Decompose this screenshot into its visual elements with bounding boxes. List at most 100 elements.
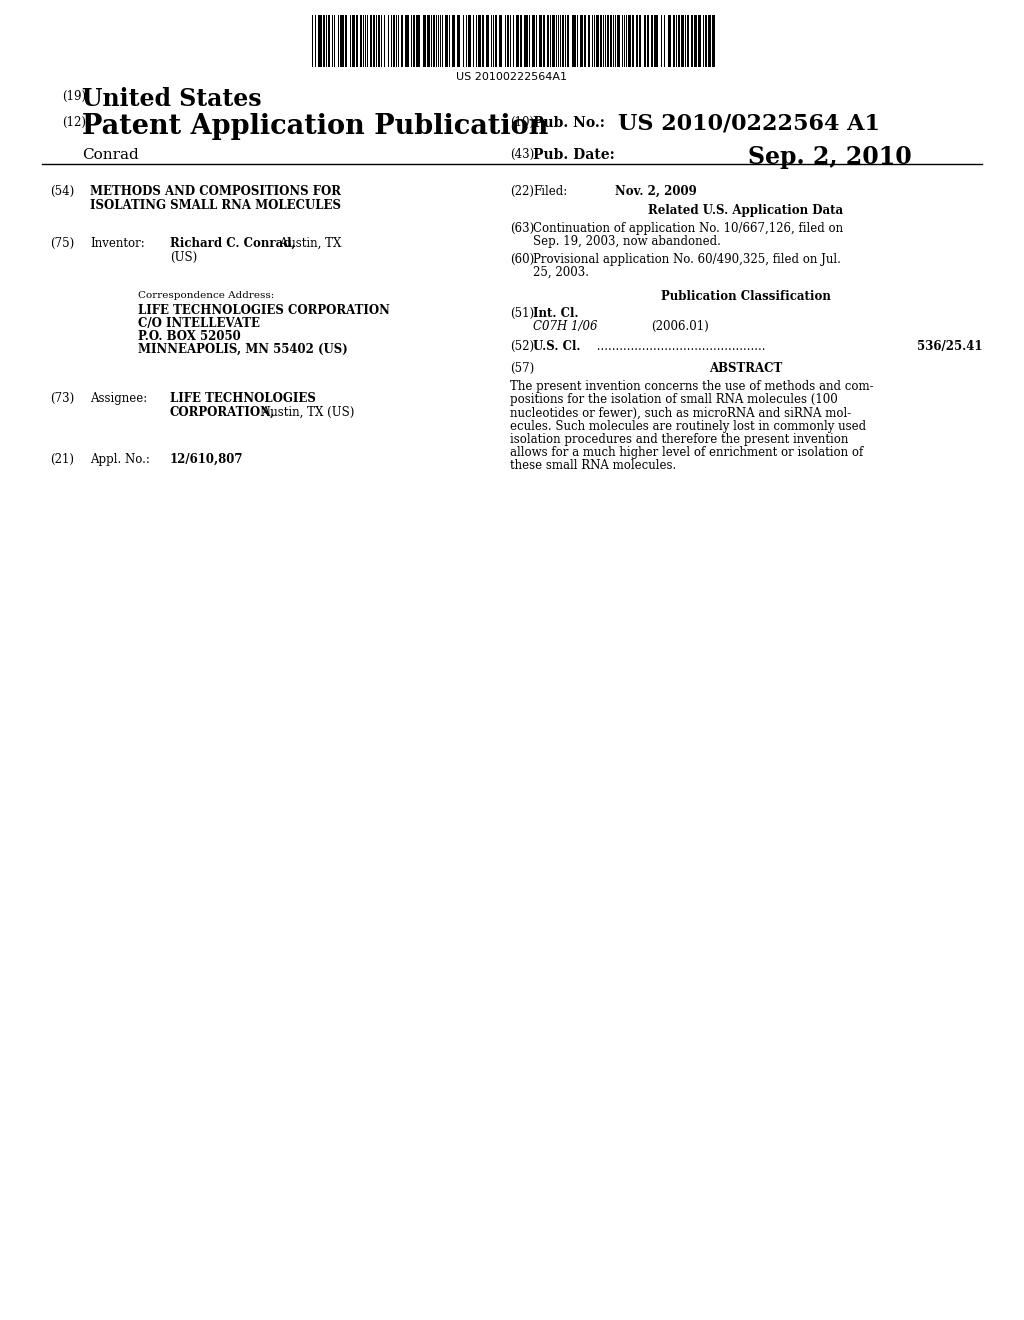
Bar bbox=[482, 15, 484, 67]
Text: (63): (63) bbox=[510, 222, 535, 235]
Bar bbox=[452, 15, 455, 67]
Text: allows for a much higher level of enrichment or isolation of: allows for a much higher level of enrich… bbox=[510, 446, 863, 459]
Text: positions for the isolation of small RNA molecules (100: positions for the isolation of small RNA… bbox=[510, 393, 838, 407]
Text: Nov. 2, 2009: Nov. 2, 2009 bbox=[615, 185, 696, 198]
Text: (60): (60) bbox=[510, 253, 535, 267]
Text: (2006.01): (2006.01) bbox=[651, 319, 709, 333]
Bar bbox=[617, 15, 620, 67]
Bar bbox=[360, 15, 362, 67]
Bar bbox=[705, 15, 707, 67]
Text: LIFE TECHNOLOGIES CORPORATION: LIFE TECHNOLOGIES CORPORATION bbox=[138, 304, 390, 317]
Text: (73): (73) bbox=[50, 392, 75, 405]
Bar bbox=[328, 15, 330, 67]
Bar bbox=[356, 15, 358, 67]
Text: ABSTRACT: ABSTRACT bbox=[710, 362, 782, 375]
Text: LIFE TECHNOLOGIES: LIFE TECHNOLOGIES bbox=[170, 392, 315, 405]
Bar bbox=[632, 15, 634, 67]
Bar bbox=[427, 15, 430, 67]
Text: United States: United States bbox=[82, 87, 261, 111]
Bar bbox=[423, 15, 426, 67]
Bar bbox=[516, 15, 519, 67]
Bar bbox=[691, 15, 693, 67]
Bar bbox=[401, 15, 403, 67]
Bar bbox=[520, 15, 522, 67]
Text: Conrad: Conrad bbox=[82, 148, 138, 162]
Bar bbox=[370, 15, 372, 67]
Bar bbox=[654, 15, 658, 67]
Text: Publication Classification: Publication Classification bbox=[662, 290, 830, 304]
Text: P.O. BOX 52050: P.O. BOX 52050 bbox=[138, 330, 241, 343]
Text: (51): (51) bbox=[510, 308, 535, 319]
Bar bbox=[681, 15, 684, 67]
Bar bbox=[445, 15, 449, 67]
Text: The present invention concerns the use of methods and com-: The present invention concerns the use o… bbox=[510, 380, 873, 393]
Bar bbox=[499, 15, 502, 67]
Bar bbox=[406, 15, 409, 67]
Bar bbox=[352, 15, 355, 67]
Text: Filed:: Filed: bbox=[534, 185, 567, 198]
Text: US 20100222564A1: US 20100222564A1 bbox=[457, 73, 567, 82]
Bar bbox=[478, 15, 481, 67]
Bar bbox=[318, 15, 322, 67]
Text: U.S. Cl.: U.S. Cl. bbox=[534, 341, 581, 352]
Text: (US): (US) bbox=[170, 251, 198, 264]
Bar bbox=[416, 15, 420, 67]
Bar bbox=[567, 15, 569, 67]
Bar bbox=[647, 15, 649, 67]
Text: US 2010/0222564 A1: US 2010/0222564 A1 bbox=[618, 114, 880, 135]
Bar bbox=[708, 15, 711, 67]
Bar bbox=[572, 15, 575, 67]
Bar bbox=[673, 15, 675, 67]
Text: C/O INTELLEVATE: C/O INTELLEVATE bbox=[138, 317, 260, 330]
Text: Continuation of application No. 10/667,126, filed on: Continuation of application No. 10/667,1… bbox=[534, 222, 843, 235]
Text: ISOLATING SMALL RNA MOLECULES: ISOLATING SMALL RNA MOLECULES bbox=[90, 199, 341, 213]
Text: Pub. No.:: Pub. No.: bbox=[534, 116, 605, 129]
Text: METHODS AND COMPOSITIONS FOR: METHODS AND COMPOSITIONS FOR bbox=[90, 185, 341, 198]
Bar bbox=[413, 15, 415, 67]
Text: .............................................: ........................................… bbox=[593, 341, 766, 352]
Text: Richard C. Conrad,: Richard C. Conrad, bbox=[170, 238, 296, 249]
Bar bbox=[547, 15, 549, 67]
Text: Sep. 2, 2010: Sep. 2, 2010 bbox=[748, 145, 911, 169]
Bar bbox=[340, 15, 344, 67]
Bar bbox=[373, 15, 375, 67]
Bar bbox=[698, 15, 701, 67]
Text: Sep. 19, 2003, now abandoned.: Sep. 19, 2003, now abandoned. bbox=[534, 235, 721, 248]
Bar bbox=[378, 15, 380, 67]
Bar bbox=[600, 15, 602, 67]
Text: Int. Cl.: Int. Cl. bbox=[534, 308, 579, 319]
Text: CORPORATION,: CORPORATION, bbox=[170, 407, 275, 418]
Bar bbox=[552, 15, 555, 67]
Bar bbox=[628, 15, 631, 67]
Bar bbox=[651, 15, 653, 67]
Text: Appl. No.:: Appl. No.: bbox=[90, 453, 150, 466]
Bar bbox=[607, 15, 609, 67]
Bar bbox=[639, 15, 641, 67]
Text: (57): (57) bbox=[510, 362, 535, 375]
Text: Patent Application Publication: Patent Application Publication bbox=[82, 114, 549, 140]
Bar bbox=[694, 15, 697, 67]
Text: Correspondence Address:: Correspondence Address: bbox=[138, 290, 274, 300]
Bar bbox=[468, 15, 471, 67]
Bar bbox=[580, 15, 583, 67]
Bar bbox=[433, 15, 435, 67]
Bar bbox=[687, 15, 689, 67]
Text: 25, 2003.: 25, 2003. bbox=[534, 267, 589, 279]
Text: C07H 1/06: C07H 1/06 bbox=[534, 319, 597, 333]
Bar bbox=[636, 15, 638, 67]
Bar bbox=[712, 15, 715, 67]
Bar bbox=[562, 15, 564, 67]
Text: (21): (21) bbox=[50, 453, 74, 466]
Bar bbox=[584, 15, 586, 67]
Bar bbox=[457, 15, 460, 67]
Text: nucleotides or fewer), such as microRNA and siRNA mol-: nucleotides or fewer), such as microRNA … bbox=[510, 407, 851, 420]
Bar bbox=[644, 15, 646, 67]
Bar bbox=[668, 15, 671, 67]
Bar bbox=[610, 15, 612, 67]
Bar bbox=[678, 15, 680, 67]
Bar bbox=[345, 15, 347, 67]
Text: (19): (19) bbox=[62, 90, 86, 103]
Bar bbox=[596, 15, 599, 67]
Text: Related U.S. Application Data: Related U.S. Application Data bbox=[648, 205, 844, 216]
Text: ecules. Such molecules are routinely lost in commonly used: ecules. Such molecules are routinely los… bbox=[510, 420, 866, 433]
